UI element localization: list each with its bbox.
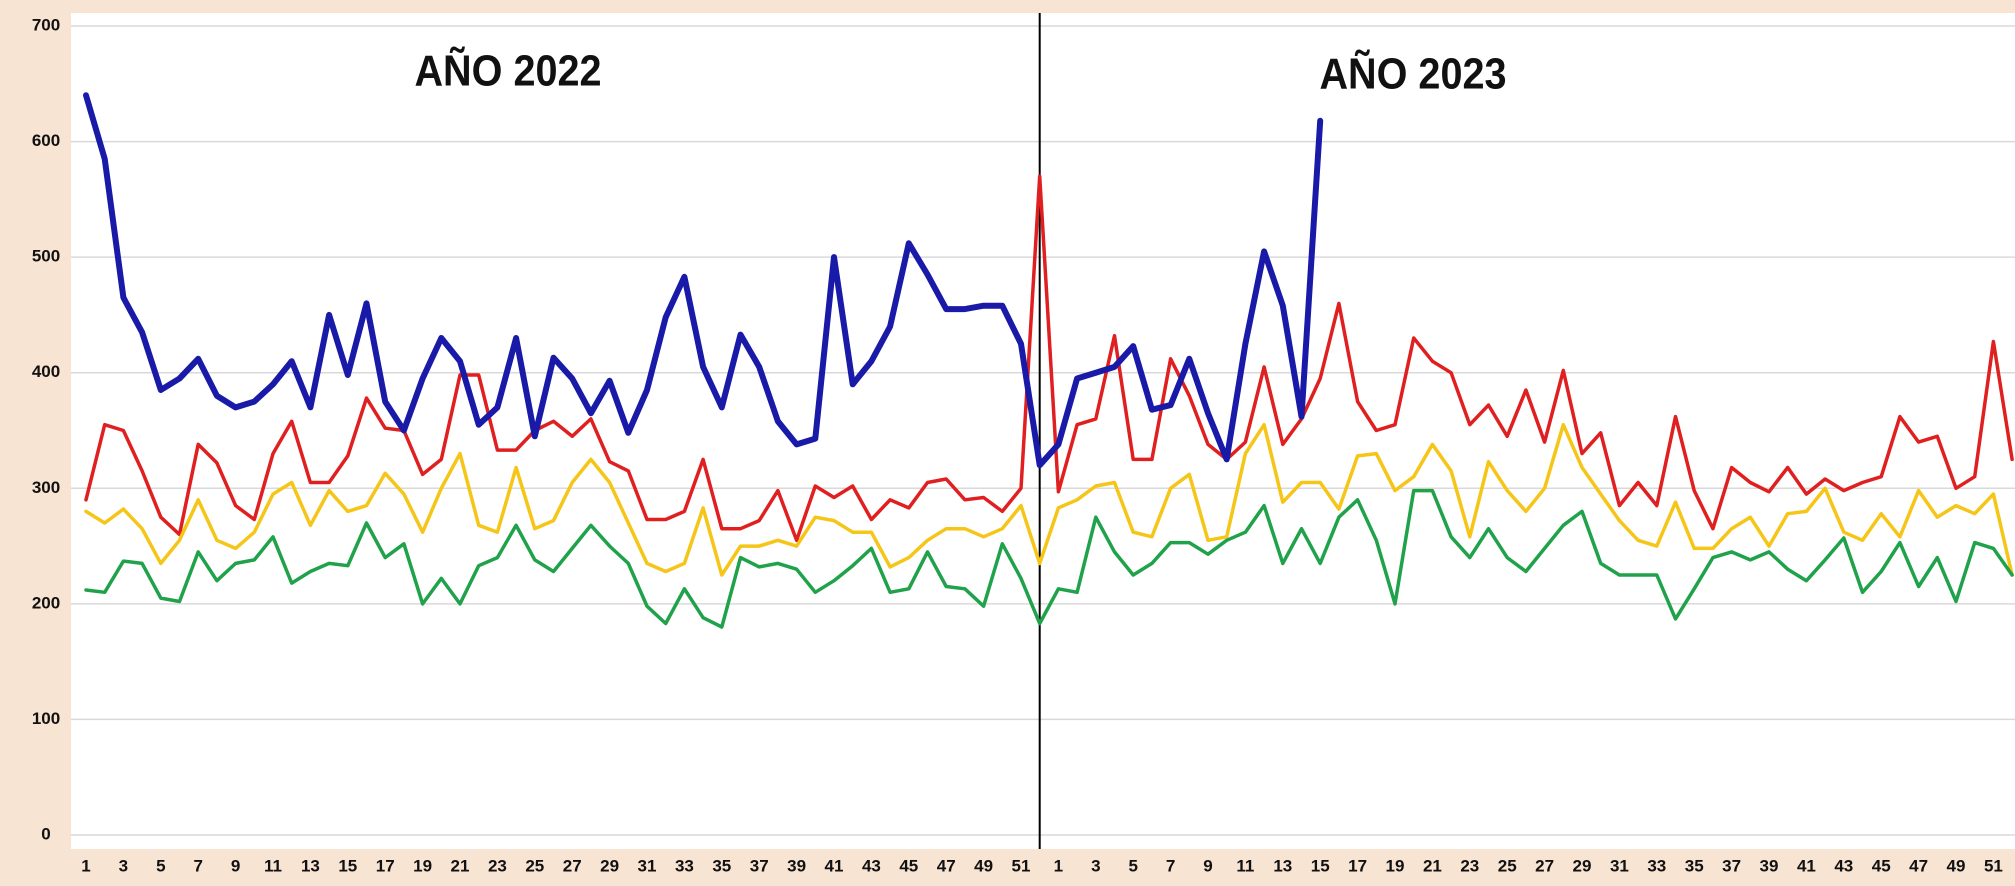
series-line <box>84 488 2014 629</box>
y-tick-label: 700 <box>32 15 60 34</box>
x-tick-label: 21 <box>1423 856 1442 875</box>
series-line <box>84 174 2014 543</box>
x-tick-label: 5 <box>1128 856 1137 875</box>
x-tick-label: 13 <box>301 856 320 875</box>
x-tick-label: 1 <box>81 856 90 875</box>
y-tick-label: 600 <box>32 131 60 150</box>
x-tick-label: 35 <box>712 856 731 875</box>
x-tick-label: 29 <box>1573 856 1592 875</box>
x-tick-label: 31 <box>1610 856 1629 875</box>
x-tick-label: 47 <box>1909 856 1928 875</box>
x-tick-label: 25 <box>525 856 544 875</box>
x-tick-label: 5 <box>156 856 165 875</box>
x-tick-label: 3 <box>119 856 128 875</box>
y-tick-label: 0 <box>41 824 50 843</box>
series-line <box>84 422 2014 577</box>
x-tick-label: 47 <box>937 856 956 875</box>
x-tick-label: 41 <box>825 856 844 875</box>
y-tick-label: 300 <box>32 478 60 497</box>
series-line <box>83 92 1324 469</box>
y-tick-label: 200 <box>32 593 60 612</box>
x-tick-label: 21 <box>451 856 470 875</box>
x-tick-label: 17 <box>376 856 395 875</box>
x-tick-label: 9 <box>1203 856 1212 875</box>
x-tick-label: 33 <box>675 856 694 875</box>
x-tick-label: 11 <box>264 856 282 875</box>
x-tick-label: 19 <box>413 856 432 875</box>
x-tick-label: 27 <box>563 856 582 875</box>
x-tick-label: 13 <box>1273 856 1292 875</box>
x-tick-label: 35 <box>1685 856 1704 875</box>
x-tick-label: 49 <box>974 856 993 875</box>
x-tick-label: 51 <box>1012 856 1031 875</box>
x-tick-label: 49 <box>1947 856 1966 875</box>
x-tick-label: 9 <box>231 856 240 875</box>
x-tick-label: 45 <box>1872 856 1891 875</box>
x-tick-label: 23 <box>1460 856 1479 875</box>
x-tick-label: 41 <box>1797 856 1816 875</box>
x-tick-label: 15 <box>338 856 357 875</box>
plot-area <box>71 13 2015 849</box>
x-tick-label: 39 <box>1760 856 1779 875</box>
x-tick-label: 45 <box>899 856 918 875</box>
x-tick-label: 7 <box>1166 856 1175 875</box>
x-tick-label: 29 <box>600 856 619 875</box>
y-tick-label: 400 <box>32 362 60 381</box>
x-tick-label: 1 <box>1054 856 1063 875</box>
annotation: AÑO 2023 <box>1319 49 1506 98</box>
x-tick-label: 33 <box>1647 856 1666 875</box>
x-tick-label: 39 <box>787 856 806 875</box>
x-tick-label: 15 <box>1311 856 1330 875</box>
x-tick-label: 19 <box>1386 856 1405 875</box>
x-tick-label: 23 <box>488 856 507 875</box>
x-tick-label: 27 <box>1535 856 1554 875</box>
x-tick-label: 11 <box>1236 856 1254 875</box>
y-tick-label: 500 <box>32 247 60 266</box>
x-tick-label: 37 <box>1722 856 1741 875</box>
x-tick-label: 43 <box>862 856 881 875</box>
x-tick-label: 37 <box>750 856 769 875</box>
y-tick-label: 100 <box>32 709 60 728</box>
x-tick-label: 31 <box>638 856 657 875</box>
x-tick-label: 25 <box>1498 856 1517 875</box>
x-tick-label: 43 <box>1834 856 1853 875</box>
x-tick-label: 7 <box>193 856 202 875</box>
x-tick-label: 17 <box>1348 856 1367 875</box>
x-tick-label: 3 <box>1091 856 1100 875</box>
annotation: AÑO 2022 <box>414 46 601 95</box>
x-tick-label: 51 <box>1984 856 2003 875</box>
